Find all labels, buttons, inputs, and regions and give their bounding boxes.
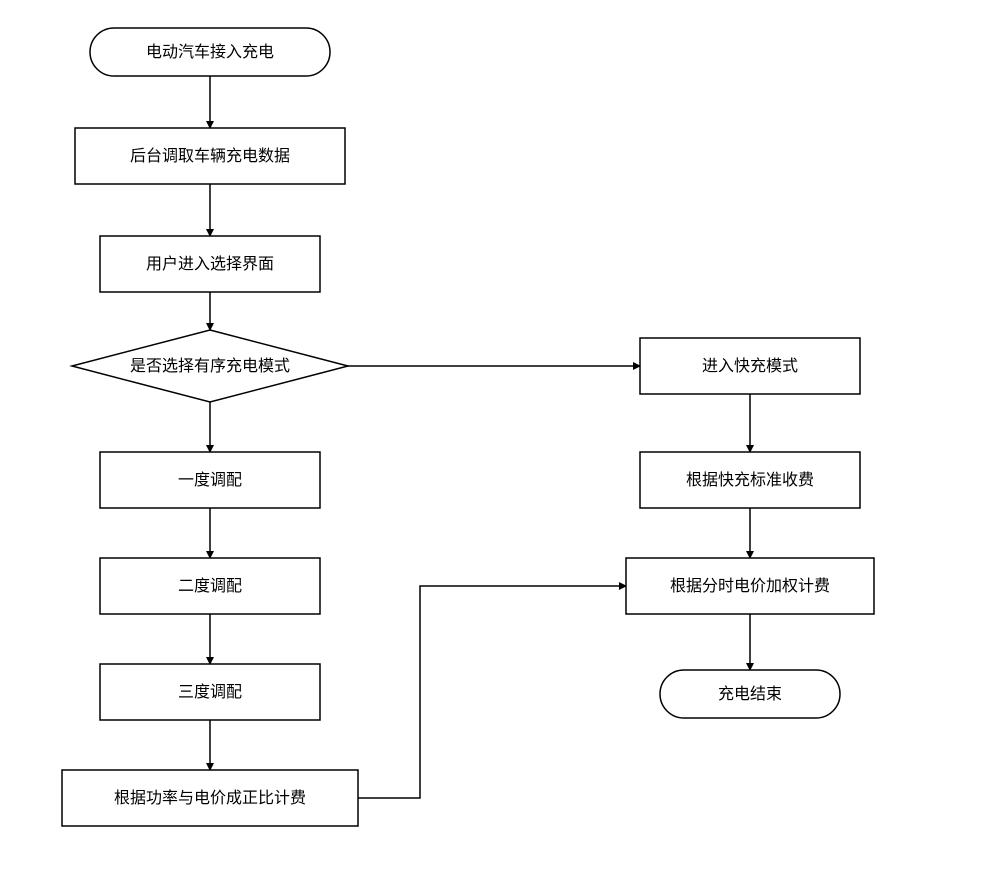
node-n12: 充电结束	[660, 670, 840, 718]
node-n7: 三度调配	[100, 664, 320, 720]
node-label: 充电结束	[718, 685, 782, 703]
node-n11: 根据分时电价加权计费	[626, 558, 874, 614]
node-n2: 后台调取车辆充电数据	[75, 128, 345, 184]
node-label: 是否选择有序充电模式	[130, 357, 290, 375]
flowchart: 电动汽车接入充电后台调取车辆充电数据用户进入选择界面是否选择有序充电模式一度调配…	[0, 0, 1000, 880]
node-n9: 进入快充模式	[640, 338, 860, 394]
node-label: 三度调配	[178, 683, 242, 701]
node-label: 根据快充标准收费	[686, 471, 814, 489]
node-n1: 电动汽车接入充电	[90, 28, 330, 76]
node-label: 二度调配	[178, 577, 242, 595]
node-n3: 用户进入选择界面	[100, 236, 320, 292]
node-n5: 一度调配	[100, 452, 320, 508]
node-label: 根据分时电价加权计费	[670, 577, 830, 595]
node-n10: 根据快充标准收费	[640, 452, 860, 508]
node-label: 后台调取车辆充电数据	[130, 147, 290, 165]
node-label: 一度调配	[178, 471, 242, 489]
node-n4: 是否选择有序充电模式	[72, 330, 348, 402]
node-n8: 根据功率与电价成正比计费	[62, 770, 358, 826]
node-label: 进入快充模式	[702, 357, 798, 375]
node-label: 电动汽车接入充电	[146, 43, 274, 61]
node-label: 用户进入选择界面	[146, 255, 274, 273]
node-label: 根据功率与电价成正比计费	[114, 789, 306, 807]
node-n6: 二度调配	[100, 558, 320, 614]
edge	[358, 586, 626, 798]
